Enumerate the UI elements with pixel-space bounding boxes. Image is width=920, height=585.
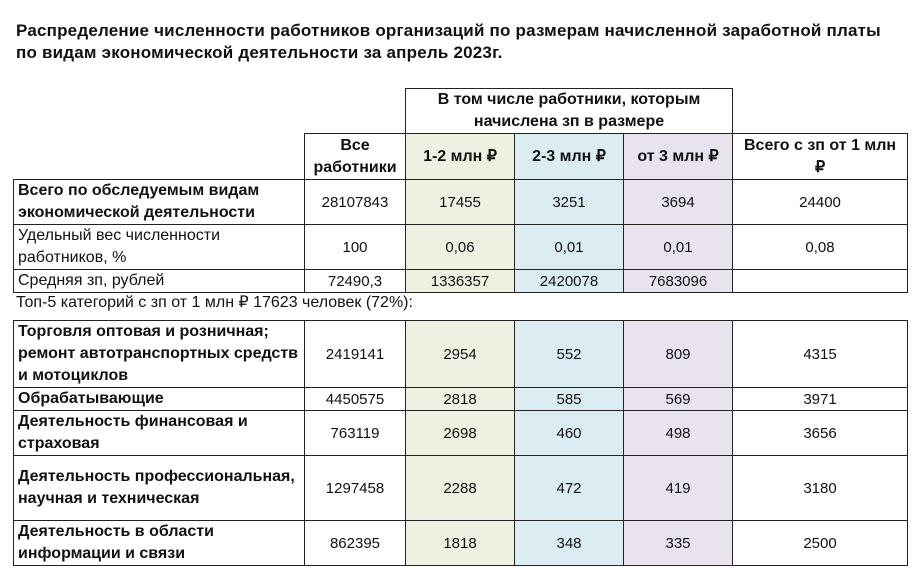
table-row: Деятельность профессиональная, научная и… xyxy=(13,455,908,521)
empty-corner xyxy=(14,134,305,180)
cell-all: 72490,3 xyxy=(304,269,406,293)
cell-all: 763119 xyxy=(304,410,406,456)
group-header: В том числе работники, которым начислена… xyxy=(404,88,734,134)
cell-2-3m: 348 xyxy=(514,520,624,566)
cell-1-2m: 1818 xyxy=(405,520,515,566)
col-header-3m-plus: от 3 млн ₽ xyxy=(622,133,734,180)
empty-corner xyxy=(305,89,406,134)
col-header-2-3m: 2-3 млн ₽ xyxy=(514,133,624,180)
cell-2-3m: 552 xyxy=(514,320,624,388)
cell-total: 3656 xyxy=(732,410,908,456)
cell-3m-plus: 7683096 xyxy=(622,269,734,293)
empty-corner xyxy=(14,89,305,134)
cell-1-2m: 17455 xyxy=(405,179,515,225)
cell-all: 4450575 xyxy=(304,387,406,411)
top5-note: Топ-5 категорий с зп от 1 млн ₽ 17623 че… xyxy=(16,294,413,311)
cell-2-3m: 585 xyxy=(514,387,624,411)
row-label: Обрабатывающие xyxy=(13,387,305,411)
empty-corner xyxy=(733,89,908,134)
col-header-all-workers: Все работники xyxy=(304,133,406,180)
cell-total: 3180 xyxy=(732,455,908,521)
cell-3m-plus: 569 xyxy=(623,387,733,411)
cell-3m-plus: 3694 xyxy=(622,179,734,225)
cell-total: 4315 xyxy=(732,320,908,388)
col-header-1-2m: 1-2 млн ₽ xyxy=(405,133,515,180)
cell-2-3m: 3251 xyxy=(514,179,624,225)
row-label: Всего по обследуемым видам экономической… xyxy=(13,179,305,225)
cell-3m-plus: 0,01 xyxy=(622,224,734,270)
row-label: Торговля оптовая и розничная; ремонт авт… xyxy=(13,320,305,388)
cell-2-3m: 472 xyxy=(514,455,624,521)
col-header-total-1m-plus: Всего с зп от 1 млн ₽ xyxy=(732,133,909,180)
table-row: Всего по обследуемым видам экономической… xyxy=(13,179,909,225)
cell-2-3m: 460 xyxy=(514,410,624,456)
row-label: Деятельность профессиональная, научная и… xyxy=(13,455,305,521)
cell-total: 3971 xyxy=(732,387,908,411)
row-label: Удельный вес численности работников, % xyxy=(13,224,305,270)
cell-all: 1297458 xyxy=(304,455,406,521)
cell-1-2m: 0,06 xyxy=(405,224,515,270)
table-row: Деятельность финансовая и страховая 7631… xyxy=(13,410,908,456)
cell-1-2m: 2954 xyxy=(405,320,515,388)
cell-total: 24400 xyxy=(732,179,909,225)
row-label: Деятельность в области информации и связ… xyxy=(13,520,305,566)
row-label: Деятельность финансовая и страховая xyxy=(13,410,305,456)
row-label: Средняя зп, рублей xyxy=(13,269,305,293)
cell-3m-plus: 419 xyxy=(623,455,733,521)
cell-1-2m: 2818 xyxy=(405,387,515,411)
table-row: Деятельность в области информации и связ… xyxy=(13,520,908,566)
cell-all: 2419141 xyxy=(304,320,406,388)
table-row: Обрабатывающие 4450575 2818 585 569 3971 xyxy=(13,387,908,411)
summary-table: В том числе работники, которым начислена… xyxy=(13,88,909,293)
top5-table: Торговля оптовая и розничная; ремонт авт… xyxy=(13,320,908,566)
table-row: Торговля оптовая и розничная; ремонт авт… xyxy=(13,320,908,388)
page-title: Распределение численности работников орг… xyxy=(16,21,881,62)
cell-total: 0,08 xyxy=(732,224,909,270)
cell-1-2m: 2698 xyxy=(405,410,515,456)
cell-3m-plus: 498 xyxy=(623,410,733,456)
cell-2-3m: 2420078 xyxy=(514,269,624,293)
cell-1-2m: 1336357 xyxy=(405,269,515,293)
cell-1-2m: 2288 xyxy=(405,455,515,521)
table-row: Удельный вес численности работников, % 1… xyxy=(13,224,909,270)
cell-total xyxy=(732,269,909,293)
cell-3m-plus: 809 xyxy=(623,320,733,388)
cell-3m-plus: 335 xyxy=(623,520,733,566)
table-row: Средняя зп, рублей 72490,3 1336357 24200… xyxy=(13,269,909,293)
cell-all: 100 xyxy=(304,224,406,270)
cell-all: 862395 xyxy=(304,520,406,566)
cell-2-3m: 0,01 xyxy=(514,224,624,270)
cell-all: 28107843 xyxy=(304,179,406,225)
cell-total: 2500 xyxy=(732,520,908,566)
